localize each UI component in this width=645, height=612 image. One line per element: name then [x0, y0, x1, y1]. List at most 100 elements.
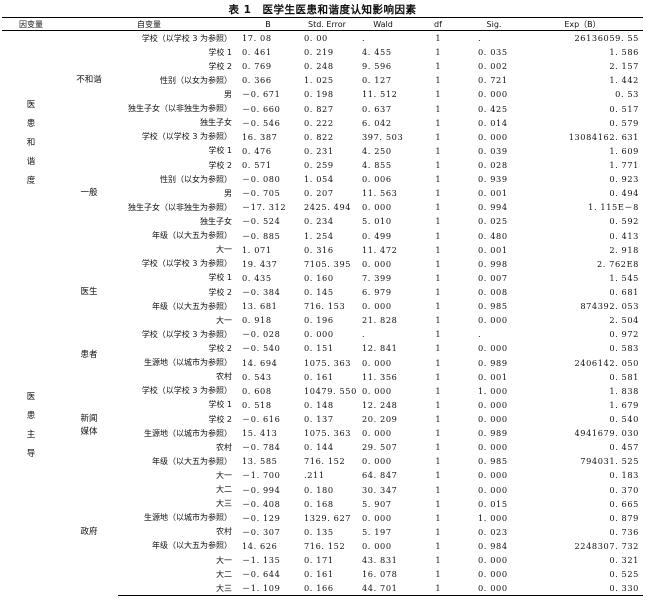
- std-error-cell: 1. 054: [304, 174, 334, 185]
- coef-b-cell: 1. 071: [242, 244, 272, 255]
- table-row: 学校 1 0. 461 0. 219 4. 455 1 0. 035 1. 586: [2, 45, 643, 59]
- dependent-char: 医: [26, 100, 36, 111]
- sig-cell: 0. 000: [478, 555, 508, 566]
- std-error-cell: 0. 00: [304, 33, 328, 44]
- sig-cell: 0. 000: [478, 315, 508, 326]
- table-row: 大一 －1. 135 0. 171 43. 831 1 0. 000 0. 321: [2, 553, 643, 567]
- std-error-cell: 0. 231: [304, 145, 334, 156]
- sig-cell: 0. 000: [478, 414, 508, 424]
- wald-cell: 0. 000: [362, 301, 392, 312]
- coef-b-cell: 0. 461: [242, 47, 272, 58]
- df-cell: 1: [435, 329, 441, 340]
- coef-b-cell: －0. 546: [242, 117, 281, 128]
- wald-cell: 29. 507: [362, 442, 398, 453]
- sig-cell: 0. 000: [478, 399, 508, 410]
- table-row: 医患主导医生 学校（以学校 3 为参照） 19. 437 7105. 395 0. 00…: [2, 257, 643, 460]
- sig-cell: .: [478, 33, 482, 44]
- df-cell: 1: [435, 61, 441, 72]
- df-cell: 1: [435, 442, 441, 453]
- std-error-cell: 716. 153: [304, 301, 346, 312]
- exp-b-cell: 0. 592: [609, 216, 639, 227]
- table-row: 学校 1 0. 518 0. 148 12. 248 1 0. 000 1. 679: [2, 398, 643, 412]
- coef-b-cell: 0. 366: [242, 75, 272, 86]
- coef-b-cell: 14. 626: [242, 540, 278, 551]
- df-cell: 1: [410, 581, 466, 597]
- wald-cell: 0. 000: [362, 540, 392, 551]
- group-label-line: 媒体: [80, 427, 98, 438]
- sig-cell: 0. 000: [478, 470, 508, 481]
- independent-variable-cell: 学校 2: [208, 61, 232, 71]
- independent-variable-cell: 性别（以女为参照）: [160, 174, 232, 184]
- table-row: 学校 2 －0. 616 0. 137 20. 209 1 0. 000 0. 540: [2, 412, 643, 426]
- wald-cell: 9. 596: [362, 61, 392, 72]
- header-sig: Sig.: [466, 17, 522, 31]
- sig-cell: 0. 001: [478, 371, 508, 382]
- independent-variable-cell: 男: [224, 188, 232, 198]
- table-row: 学校 2 －0. 384 0. 145 6. 979 1 0. 008 0. 681: [2, 285, 643, 299]
- std-error-cell: 0. 160: [304, 272, 334, 283]
- table-body: 医患和谐度不和谐 学校（以学校 3 为参照） 17. 08 0. 00. 1. 26136…: [2, 31, 643, 597]
- group-label: 政府: [80, 526, 98, 537]
- table-row: 一般 学校（以学校 3 为参照） 16. 387 0. 822 397. 503 1 0. …: [2, 130, 643, 198]
- df-cell: 1: [435, 555, 441, 566]
- wald-cell: 12. 248: [362, 399, 398, 410]
- exp-b-cell: 0. 923: [609, 174, 639, 185]
- independent-variable-cell: 独生子女（以非独生为参照）: [128, 202, 232, 212]
- independent-variable-cell: 大二: [216, 569, 232, 579]
- table-row: 男 －0. 705 0. 207 11. 563 1 0. 001 0. 494: [2, 186, 643, 200]
- exp-b-cell: 2. 762E8: [596, 258, 639, 269]
- sig-cell: 0. 998: [478, 258, 508, 269]
- wald-cell: 20. 209: [362, 414, 398, 424]
- df-cell: 1: [435, 272, 441, 283]
- wald-cell: 11. 472: [362, 244, 398, 255]
- exp-b-cell: 0. 879: [609, 512, 639, 523]
- exp-b-cell: 874392. 053: [580, 301, 639, 312]
- independent-variable-cell: 学校 2: [208, 414, 232, 424]
- sig-cell: 0. 000: [478, 131, 508, 142]
- independent-variable-cell: 生源地（以城市为参照）: [144, 428, 232, 438]
- wald-cell: 0. 000: [362, 456, 392, 467]
- group-label: 新闻 媒体: [60, 384, 118, 469]
- df-cell: 1: [435, 244, 441, 255]
- std-error-cell: 0. 316: [304, 244, 334, 255]
- coef-b-cell: 0. 918: [242, 315, 272, 326]
- coef-b-cell: －0. 671: [242, 89, 281, 100]
- wald-cell: 30. 347: [362, 484, 398, 495]
- coef-b-cell: 13. 585: [242, 456, 278, 467]
- independent-variable-cell: 学校（以学校 3 为参照）: [141, 132, 232, 142]
- df-cell: 1: [435, 414, 441, 424]
- coef-b-cell: 17. 08: [242, 33, 272, 44]
- wald-cell: 0. 127: [362, 75, 392, 86]
- table-row: 性别（以女为参照） 0. 366 1. 025 0. 127 1 0. 721 1. 442: [2, 73, 643, 87]
- table-row: 独生子女 －0. 546 0. 222 6. 042 1 0. 014 0. 579: [2, 116, 643, 130]
- std-error-cell: 0. 168: [304, 498, 334, 509]
- independent-variable-cell: 学校 1: [208, 146, 232, 156]
- dependent-char: 患: [26, 411, 36, 422]
- sig-cell: 0. 000: [466, 581, 522, 597]
- exp-b-cell: 1. 115E－8: [588, 202, 639, 213]
- coef-b-cell: －0. 644: [242, 569, 281, 580]
- std-error-cell: 0. 207: [304, 188, 334, 199]
- table-row: 年级（以大五为参照） 13. 681 716. 153 0. 000 1 0. 985 87…: [2, 299, 643, 313]
- wald-cell: 6. 979: [362, 287, 392, 298]
- independent-variable-cell: 年级（以大五为参照）: [152, 301, 232, 311]
- coef-b-cell: －1. 700: [242, 470, 281, 481]
- df-cell: 1: [435, 399, 441, 410]
- wald-cell: 0. 000: [362, 512, 392, 523]
- coef-b-cell: 19. 437: [242, 258, 278, 269]
- std-error-cell: 0. 219: [304, 47, 334, 58]
- sig-cell: 0. 014: [478, 117, 508, 128]
- sig-cell: 0. 985: [478, 456, 508, 467]
- coef-b-cell: －1. 109: [238, 581, 298, 597]
- sig-cell: 0. 039: [478, 145, 508, 156]
- std-error-cell: 0. 166: [298, 581, 356, 597]
- independent-variable-cell: 独生子女: [200, 216, 232, 226]
- coef-b-cell: －0. 307: [242, 526, 281, 537]
- group-label-line: 新闻: [80, 414, 98, 425]
- exp-b-cell: 1. 586: [609, 47, 639, 58]
- df-cell: 1: [435, 315, 441, 326]
- std-error-cell: 10479. 550: [304, 385, 356, 396]
- exp-b-cell: 794031. 525: [580, 456, 639, 467]
- exp-b-cell: 0. 581: [609, 371, 639, 382]
- table-row: 农村 0. 543 0. 161 11. 356 1 0. 001 0. 581: [2, 370, 643, 384]
